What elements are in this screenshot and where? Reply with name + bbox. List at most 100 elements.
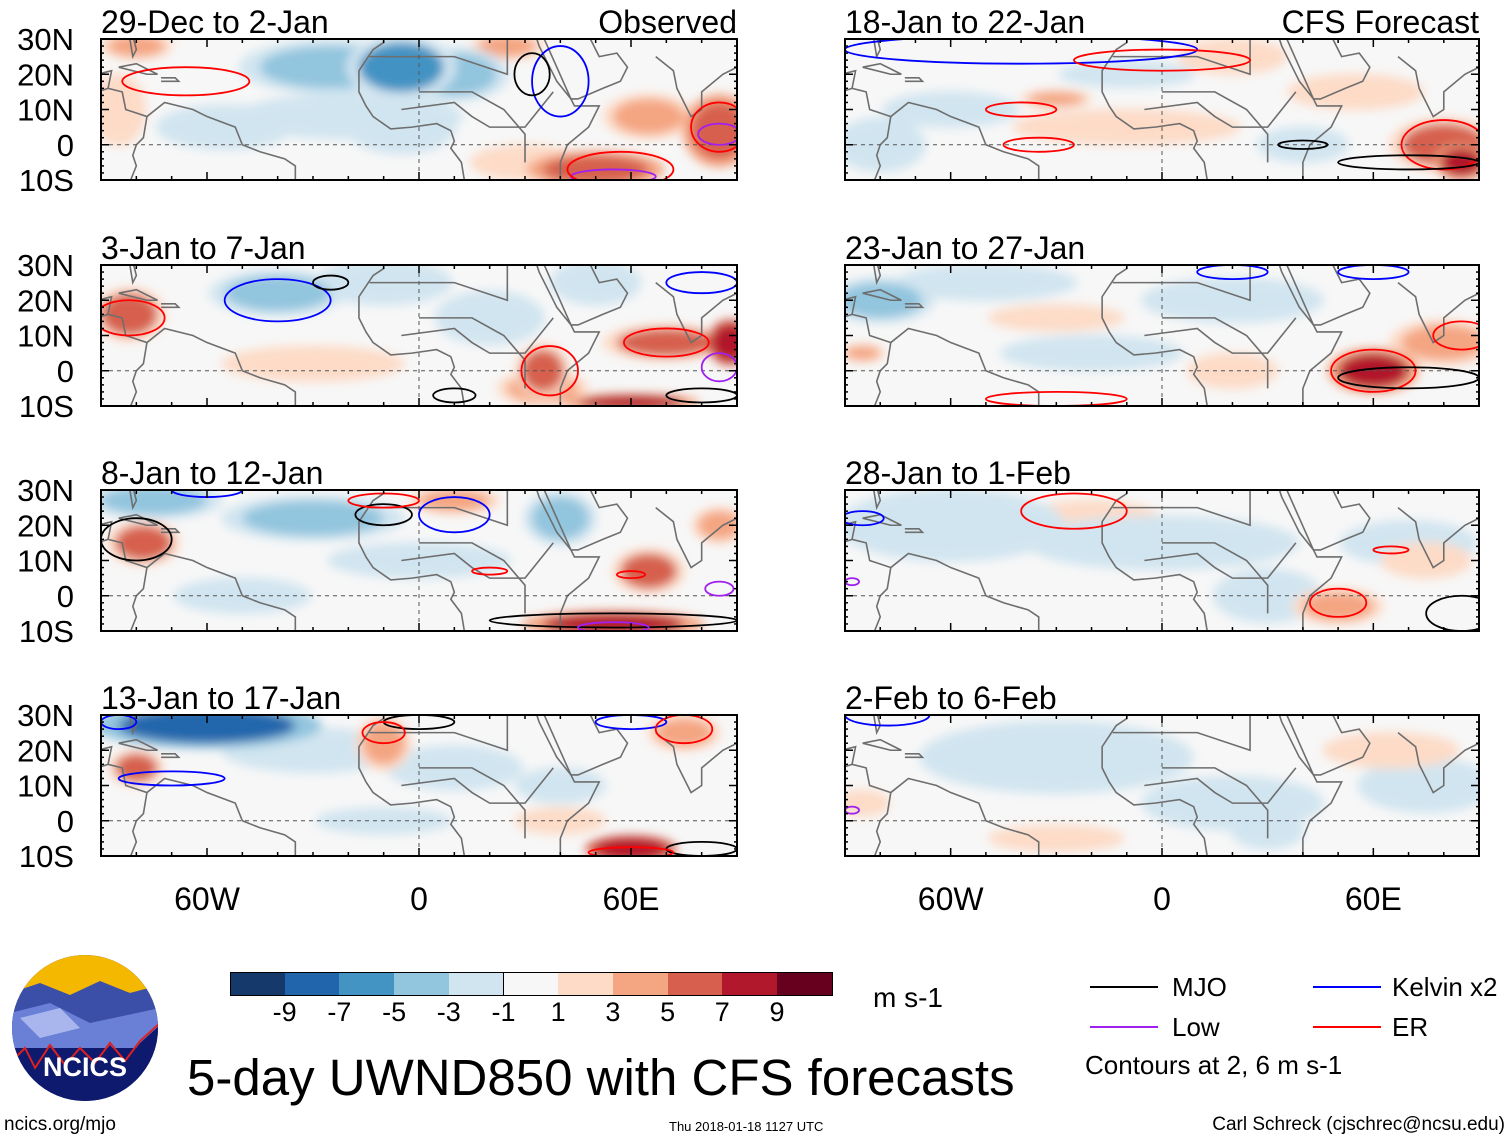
lat-tick-label: 30N bbox=[17, 698, 74, 733]
kelvin-contour bbox=[1196, 265, 1269, 280]
er-contour bbox=[361, 721, 406, 745]
anomaly-shade bbox=[101, 293, 158, 336]
lat-tick-label: 10N bbox=[17, 319, 74, 354]
colorbar-swatch bbox=[339, 972, 396, 996]
coastline bbox=[1101, 265, 1209, 406]
legend-kelvin-label: Kelvin x2 bbox=[1392, 972, 1498, 1002]
coastline bbox=[1112, 39, 1251, 76]
er-contour bbox=[690, 101, 737, 153]
anomaly-shade bbox=[1003, 307, 1110, 329]
coastline bbox=[1397, 56, 1479, 118]
anomaly-shade bbox=[1038, 113, 1215, 142]
coastline bbox=[1397, 507, 1479, 569]
anomaly-shade bbox=[845, 346, 881, 361]
coastline bbox=[872, 490, 882, 511]
coastline bbox=[401, 542, 554, 579]
anomaly-shade bbox=[1401, 324, 1479, 361]
coastline bbox=[401, 91, 554, 128]
colorbar-tick-label: -7 bbox=[327, 997, 352, 1027]
lat-tick-label: 20N bbox=[17, 283, 74, 318]
coastline bbox=[1162, 317, 1269, 389]
anomaly-shade bbox=[1190, 42, 1275, 71]
coastline bbox=[401, 767, 554, 804]
coastline bbox=[419, 767, 526, 839]
kelvin-contour bbox=[101, 715, 138, 730]
coastline bbox=[862, 288, 902, 302]
kelvin-contour bbox=[531, 45, 590, 118]
coastline bbox=[904, 302, 925, 309]
mjo-contour bbox=[312, 274, 350, 291]
er-contour bbox=[1309, 587, 1368, 618]
anomaly-shade bbox=[1021, 339, 1162, 368]
colorbar-tick-label: -1 bbox=[491, 997, 516, 1027]
panel-title: 23-Jan to 27-Jan bbox=[845, 230, 1085, 266]
anomaly-shade bbox=[616, 328, 716, 357]
er-contour bbox=[566, 150, 675, 180]
colorbar-swatch bbox=[394, 972, 450, 996]
colorbar-tick-label: 5 bbox=[660, 997, 676, 1027]
colorbar-units: m s-1 bbox=[873, 982, 943, 1013]
lat-tick-label: 20N bbox=[17, 733, 74, 768]
er-contour bbox=[1372, 545, 1410, 555]
coastline bbox=[369, 39, 509, 76]
footer-url-link[interactable]: ncics.org/mjo bbox=[4, 1114, 116, 1135]
er-contour bbox=[985, 391, 1128, 406]
coastline bbox=[845, 538, 1040, 631]
coastline bbox=[1162, 767, 1269, 839]
lat-tick-label: 0 bbox=[57, 128, 74, 163]
er-contour bbox=[1400, 119, 1479, 171]
coastline bbox=[872, 39, 882, 60]
legend-er-line bbox=[1313, 1026, 1381, 1028]
lat-tick-label: 30N bbox=[17, 22, 74, 57]
coastline bbox=[358, 39, 466, 180]
coastline bbox=[1285, 490, 1371, 551]
coastline bbox=[101, 295, 113, 315]
coastline bbox=[129, 567, 148, 631]
er-contour bbox=[1330, 348, 1417, 393]
coastline bbox=[1101, 715, 1209, 856]
coastline bbox=[101, 87, 297, 180]
coastline bbox=[129, 490, 138, 511]
anomaly-shade bbox=[532, 497, 589, 540]
anomaly-shade bbox=[1302, 77, 1409, 106]
mjo-contour bbox=[513, 52, 551, 97]
er-contour bbox=[101, 299, 166, 337]
colorbar-swatch bbox=[448, 972, 505, 996]
colorbar-swatch bbox=[558, 972, 614, 996]
legend-low-label: Low bbox=[1172, 1012, 1220, 1042]
low-contour bbox=[845, 577, 860, 587]
anomaly-shade bbox=[915, 268, 1057, 297]
lat-tick-label: 30N bbox=[17, 248, 74, 283]
er-contour bbox=[520, 345, 579, 397]
er-contour bbox=[984, 101, 1058, 118]
low-contour bbox=[704, 580, 735, 597]
coastline bbox=[904, 527, 925, 534]
footer-timestamp: Thu 2018-01-18 1127 UTC bbox=[669, 1119, 824, 1134]
colorbar-swatch bbox=[667, 972, 724, 996]
lon-tick-label: 0 bbox=[1153, 881, 1171, 917]
anomaly-shade bbox=[655, 718, 713, 747]
coastline bbox=[358, 265, 466, 406]
legend-kelvin-line bbox=[1313, 986, 1381, 988]
coastline bbox=[1397, 282, 1479, 344]
lat-tick-label: 0 bbox=[57, 354, 74, 389]
footer-author: Carl Schreck (cjschrec@ncsu.edu) bbox=[1212, 1114, 1505, 1135]
figure-title: 5-day UWND850 with CFS forecasts bbox=[187, 1049, 1015, 1106]
coastline bbox=[129, 792, 148, 856]
anomaly-shade bbox=[1390, 546, 1462, 575]
er-contour bbox=[471, 566, 509, 576]
panel-title: 28-Jan to 1-Feb bbox=[845, 455, 1071, 491]
lat-tick-label: 10N bbox=[17, 93, 74, 128]
colorbar-swatch bbox=[722, 972, 778, 996]
coastline bbox=[904, 752, 925, 759]
coastline bbox=[101, 69, 113, 89]
anomaly-shade bbox=[447, 296, 533, 340]
coastline bbox=[535, 265, 601, 406]
coastline bbox=[543, 715, 629, 776]
coastline bbox=[129, 116, 148, 180]
coastline bbox=[1101, 39, 1209, 180]
coastline bbox=[543, 265, 629, 326]
colorbar-tick-label: 1 bbox=[550, 997, 566, 1027]
